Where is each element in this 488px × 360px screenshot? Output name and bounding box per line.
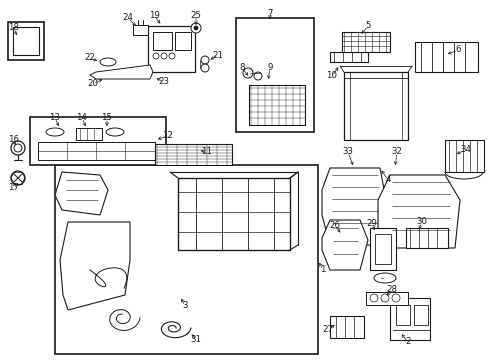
Text: 22: 22 bbox=[84, 54, 95, 63]
Text: 6: 6 bbox=[454, 45, 460, 54]
Ellipse shape bbox=[46, 128, 64, 136]
Bar bbox=[175, 32, 191, 50]
Circle shape bbox=[169, 53, 175, 59]
Bar bbox=[329, 316, 363, 338]
Polygon shape bbox=[90, 65, 153, 79]
Circle shape bbox=[161, 53, 167, 59]
Bar bbox=[444, 140, 483, 172]
Bar bbox=[55, 165, 317, 354]
Text: 10: 10 bbox=[326, 72, 337, 81]
Bar bbox=[395, 305, 409, 325]
Circle shape bbox=[191, 23, 201, 33]
Circle shape bbox=[253, 72, 262, 80]
Text: 20: 20 bbox=[87, 80, 98, 89]
Text: 31: 31 bbox=[190, 336, 201, 345]
Circle shape bbox=[11, 171, 25, 185]
Bar bbox=[374, 234, 390, 264]
Text: 25: 25 bbox=[190, 10, 201, 19]
Ellipse shape bbox=[373, 273, 395, 283]
Bar bbox=[341, 32, 389, 52]
Circle shape bbox=[153, 53, 159, 59]
Bar bbox=[30, 117, 165, 165]
Polygon shape bbox=[321, 220, 367, 270]
Text: 27: 27 bbox=[322, 325, 333, 334]
Text: 19: 19 bbox=[148, 10, 159, 19]
Text: 11: 11 bbox=[201, 148, 212, 157]
Bar bbox=[153, 32, 172, 50]
Bar bbox=[369, 228, 395, 270]
Circle shape bbox=[194, 26, 198, 30]
Circle shape bbox=[243, 68, 252, 78]
Text: 5: 5 bbox=[365, 22, 370, 31]
Polygon shape bbox=[60, 222, 130, 310]
Text: 29: 29 bbox=[366, 220, 377, 229]
Bar bbox=[365, 292, 407, 305]
Bar bbox=[13, 27, 39, 55]
Bar bbox=[148, 26, 195, 72]
Text: 17: 17 bbox=[8, 184, 20, 193]
Circle shape bbox=[201, 64, 208, 72]
Text: 15: 15 bbox=[102, 113, 112, 122]
Polygon shape bbox=[55, 172, 108, 215]
Text: 30: 30 bbox=[416, 217, 427, 226]
Bar bbox=[343, 72, 407, 140]
Text: 13: 13 bbox=[49, 113, 61, 122]
Bar bbox=[8, 22, 44, 60]
Circle shape bbox=[380, 294, 388, 302]
Text: 3: 3 bbox=[182, 302, 187, 310]
Text: 14: 14 bbox=[76, 113, 87, 122]
Bar bbox=[248, 85, 305, 125]
Bar bbox=[38, 142, 155, 160]
Bar bbox=[329, 52, 367, 62]
Circle shape bbox=[369, 294, 377, 302]
Bar bbox=[414, 42, 477, 72]
Polygon shape bbox=[377, 175, 459, 248]
Circle shape bbox=[391, 294, 399, 302]
Text: 1: 1 bbox=[320, 266, 325, 274]
Text: 33: 33 bbox=[342, 148, 353, 157]
Text: 18: 18 bbox=[8, 23, 20, 32]
Text: 21: 21 bbox=[212, 50, 223, 59]
Circle shape bbox=[201, 56, 208, 64]
Text: 2: 2 bbox=[405, 338, 410, 346]
Text: 23: 23 bbox=[158, 77, 169, 86]
Text: 12: 12 bbox=[162, 131, 173, 140]
Text: 8: 8 bbox=[239, 63, 244, 72]
Text: 34: 34 bbox=[460, 145, 470, 154]
Text: 16: 16 bbox=[8, 135, 20, 144]
Text: 28: 28 bbox=[386, 284, 397, 293]
Bar bbox=[155, 144, 231, 165]
Bar bbox=[413, 305, 427, 325]
Ellipse shape bbox=[100, 58, 116, 66]
Text: 24: 24 bbox=[122, 13, 133, 22]
Bar bbox=[389, 298, 429, 340]
Bar bbox=[236, 18, 313, 132]
Text: 26: 26 bbox=[329, 220, 340, 230]
Ellipse shape bbox=[106, 128, 124, 136]
Text: 32: 32 bbox=[391, 148, 402, 157]
Bar bbox=[405, 228, 447, 248]
Circle shape bbox=[11, 141, 25, 155]
Text: 7: 7 bbox=[267, 9, 272, 18]
Bar bbox=[178, 178, 289, 250]
Circle shape bbox=[14, 144, 22, 152]
Polygon shape bbox=[321, 168, 384, 245]
Bar bbox=[76, 128, 102, 140]
Text: 9: 9 bbox=[267, 63, 272, 72]
Bar bbox=[133, 25, 148, 35]
Text: 4: 4 bbox=[385, 175, 390, 184]
